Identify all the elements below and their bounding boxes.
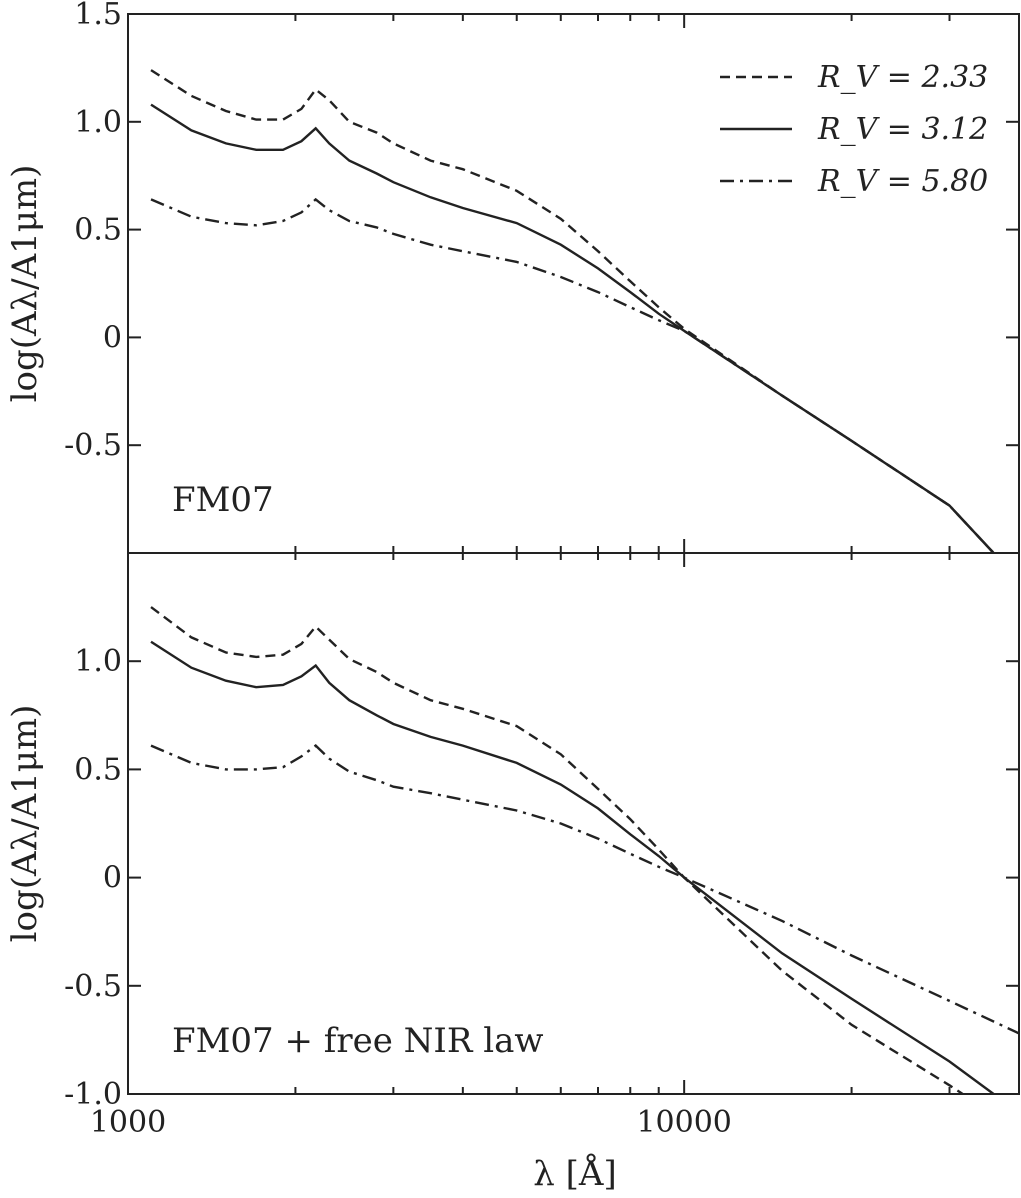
y-tick-label: 0.5 xyxy=(74,752,122,787)
y-tick-label: 0 xyxy=(103,320,122,355)
series-line-dashed xyxy=(150,606,965,1094)
y-tick-label: -0.5 xyxy=(64,428,122,463)
panel-label: FM07 + free NIR law xyxy=(172,1021,544,1061)
y-tick-label: 1.0 xyxy=(74,105,122,140)
legend: R_V = 2.33 R_V = 3.12 R_V = 5.80 xyxy=(720,60,988,199)
y-tick-label: 1.5 xyxy=(74,0,122,32)
y-tick-label: 1.0 xyxy=(74,644,122,679)
legend-label: R_V = 3.12 xyxy=(817,112,988,147)
series-line-dashdot xyxy=(150,197,995,553)
y-tick-label: 0 xyxy=(103,861,122,896)
y-tick-label: 0.5 xyxy=(74,213,122,248)
panel-label: FM07 xyxy=(172,480,274,520)
series-line-dashdot xyxy=(150,744,1019,1035)
y-axis-label: log(Aλ/A1μm) xyxy=(5,705,45,943)
plot-frame xyxy=(127,552,1020,1095)
x-axis-label: λ [Å] xyxy=(533,1153,616,1194)
y-tick-label: -0.5 xyxy=(64,969,122,1004)
x-tick-label: 10000 xyxy=(636,1105,731,1140)
legend-label: R_V = 5.80 xyxy=(817,164,988,199)
x-tick-label: 1000 xyxy=(90,1105,166,1140)
series-line-solid xyxy=(150,640,995,1094)
legend-label: R_V = 2.33 xyxy=(817,60,988,95)
panel-bottom: -1.0 -0.5 0 0.5 1.0 1000 10000 log(Aλ/A1μm) FM07… xyxy=(5,552,1020,1140)
panel-top: -0.5 0 0.5 1.0 1.5 log(Aλ/A1μm) FM07 xyxy=(5,0,1020,554)
y-axis-label: log(Aλ/A1μm) xyxy=(5,165,45,403)
y-tick-label: -1.0 xyxy=(64,1077,122,1112)
